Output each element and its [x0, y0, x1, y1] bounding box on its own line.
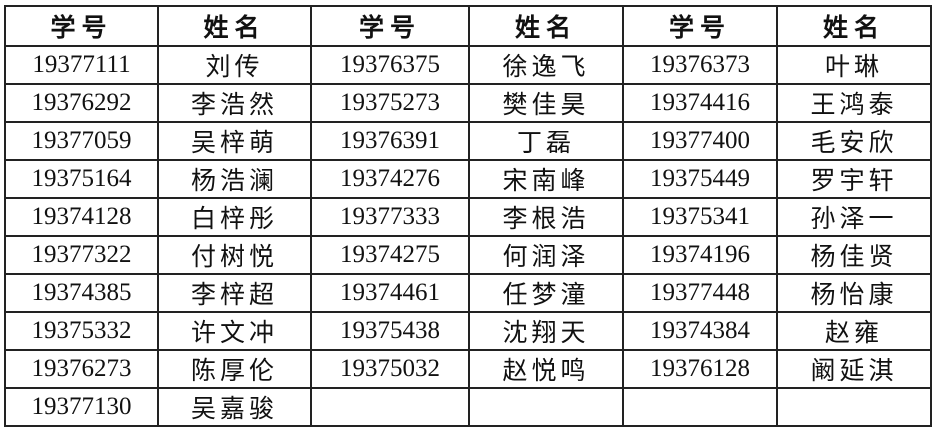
student-id-cell: 19376128 [622, 349, 778, 389]
student-id-cell: 19376391 [310, 121, 470, 161]
student-name-cell: 叶琳 [776, 45, 932, 85]
student-id-cell: 19374276 [310, 159, 470, 199]
student-name-cell: 宋南峰 [468, 159, 624, 199]
student-name-cell: 李浩然 [157, 83, 312, 123]
student-id-cell: 19375438 [310, 311, 470, 351]
student-id-cell: 19377322 [4, 235, 159, 275]
student-name-cell: 杨佳贤 [776, 235, 932, 275]
student-id-cell: 19374416 [622, 83, 778, 123]
student-id-cell: 19375032 [310, 349, 470, 389]
student-id-cell: 19374275 [310, 235, 470, 275]
student-id-cell: 19376292 [4, 83, 159, 123]
student-name-cell: 付树悦 [157, 235, 312, 275]
student-id-cell: 19376273 [4, 349, 159, 389]
student-name-cell: 杨怡康 [776, 273, 932, 313]
student-name-cell: 孙泽一 [776, 197, 932, 237]
student-id-cell: 19375164 [4, 159, 159, 199]
student-id-cell: 19377400 [622, 121, 778, 161]
table-row: 19377130 吴嘉骏 [4, 387, 932, 427]
header-student-id: 学号 [622, 5, 778, 47]
student-id-cell: 19377333 [310, 197, 470, 237]
student-name-cell: 王鸿泰 [776, 83, 932, 123]
student-name-cell [776, 387, 932, 427]
student-id-cell: 19377130 [4, 387, 159, 427]
table-row: 19377059 吴梓萌 19376391 丁磊 19377400 毛安欣 [4, 121, 932, 161]
student-id-cell: 19377448 [622, 273, 778, 313]
student-id-cell: 19374196 [622, 235, 778, 275]
student-name-cell [468, 387, 624, 427]
student-id-cell: 19377111 [4, 45, 159, 85]
student-id-cell: 19375332 [4, 311, 159, 351]
header-student-id: 学号 [4, 5, 159, 47]
student-id-cell [310, 387, 470, 427]
header-row: 学号 姓名 学号 姓名 学号 姓名 [4, 5, 932, 47]
table-row: 19377111 刘传 19376375 徐逸飞 19376373 叶琳 [4, 45, 932, 85]
student-name-cell: 阚延淇 [776, 349, 932, 389]
student-id-cell: 19374128 [4, 197, 159, 237]
student-name-cell: 李根浩 [468, 197, 624, 237]
student-name-cell: 何润泽 [468, 235, 624, 275]
student-id-cell: 19374384 [622, 311, 778, 351]
student-name-cell: 刘传 [157, 45, 312, 85]
student-name-cell: 任梦潼 [468, 273, 624, 313]
table-row: 19375164 杨浩澜 19374276 宋南峰 19375449 罗宇轩 [4, 159, 932, 199]
student-id-cell: 19376375 [310, 45, 470, 85]
student-name-cell: 徐逸飞 [468, 45, 624, 85]
student-name-cell: 赵悦鸣 [468, 349, 624, 389]
table-row: 19376292 李浩然 19375273 樊佳昊 19374416 王鸿泰 [4, 83, 932, 123]
header-name: 姓名 [776, 5, 932, 47]
student-id-cell: 19374385 [4, 273, 159, 313]
student-name-cell: 赵雍 [776, 311, 932, 351]
student-id-cell: 19374461 [310, 273, 470, 313]
student-id-cell: 19375341 [622, 197, 778, 237]
student-id-cell: 19376373 [622, 45, 778, 85]
student-id-cell: 19377059 [4, 121, 159, 161]
student-name-cell: 白梓彤 [157, 197, 312, 237]
student-name-cell: 吴嘉骏 [157, 387, 312, 427]
student-name-cell: 罗宇轩 [776, 159, 932, 199]
student-id-cell: 19375273 [310, 83, 470, 123]
student-name-cell: 陈厚伦 [157, 349, 312, 389]
student-name-cell: 沈翔天 [468, 311, 624, 351]
student-name-cell: 樊佳昊 [468, 83, 624, 123]
student-name-cell: 许文冲 [157, 311, 312, 351]
header-name: 姓名 [468, 5, 624, 47]
table-row: 19374128 白梓彤 19377333 李根浩 19375341 孙泽一 [4, 197, 932, 237]
student-id-cell [622, 387, 778, 427]
student-table: 学号 姓名 学号 姓名 学号 姓名 19377111 刘传 19376375 徐逸飞 193763… [4, 5, 932, 427]
header-name: 姓名 [157, 5, 312, 47]
table-row: 19375332 许文冲 19375438 沈翔天 19374384 赵雍 [4, 311, 932, 351]
student-name-cell: 毛安欣 [776, 121, 932, 161]
table-row: 19376273 陈厚伦 19375032 赵悦鸣 19376128 阚延淇 [4, 349, 932, 389]
student-name-cell: 丁磊 [468, 121, 624, 161]
table-row: 19377322 付树悦 19374275 何润泽 19374196 杨佳贤 [4, 235, 932, 275]
student-id-cell: 19375449 [622, 159, 778, 199]
student-name-cell: 李梓超 [157, 273, 312, 313]
student-name-cell: 吴梓萌 [157, 121, 312, 161]
table-body: 19377111 刘传 19376375 徐逸飞 19376373 叶琳 19376292 李… [4, 45, 932, 427]
table-row: 19374385 李梓超 19374461 任梦潼 19377448 杨怡康 [4, 273, 932, 313]
student-name-cell: 杨浩澜 [157, 159, 312, 199]
header-student-id: 学号 [310, 5, 470, 47]
